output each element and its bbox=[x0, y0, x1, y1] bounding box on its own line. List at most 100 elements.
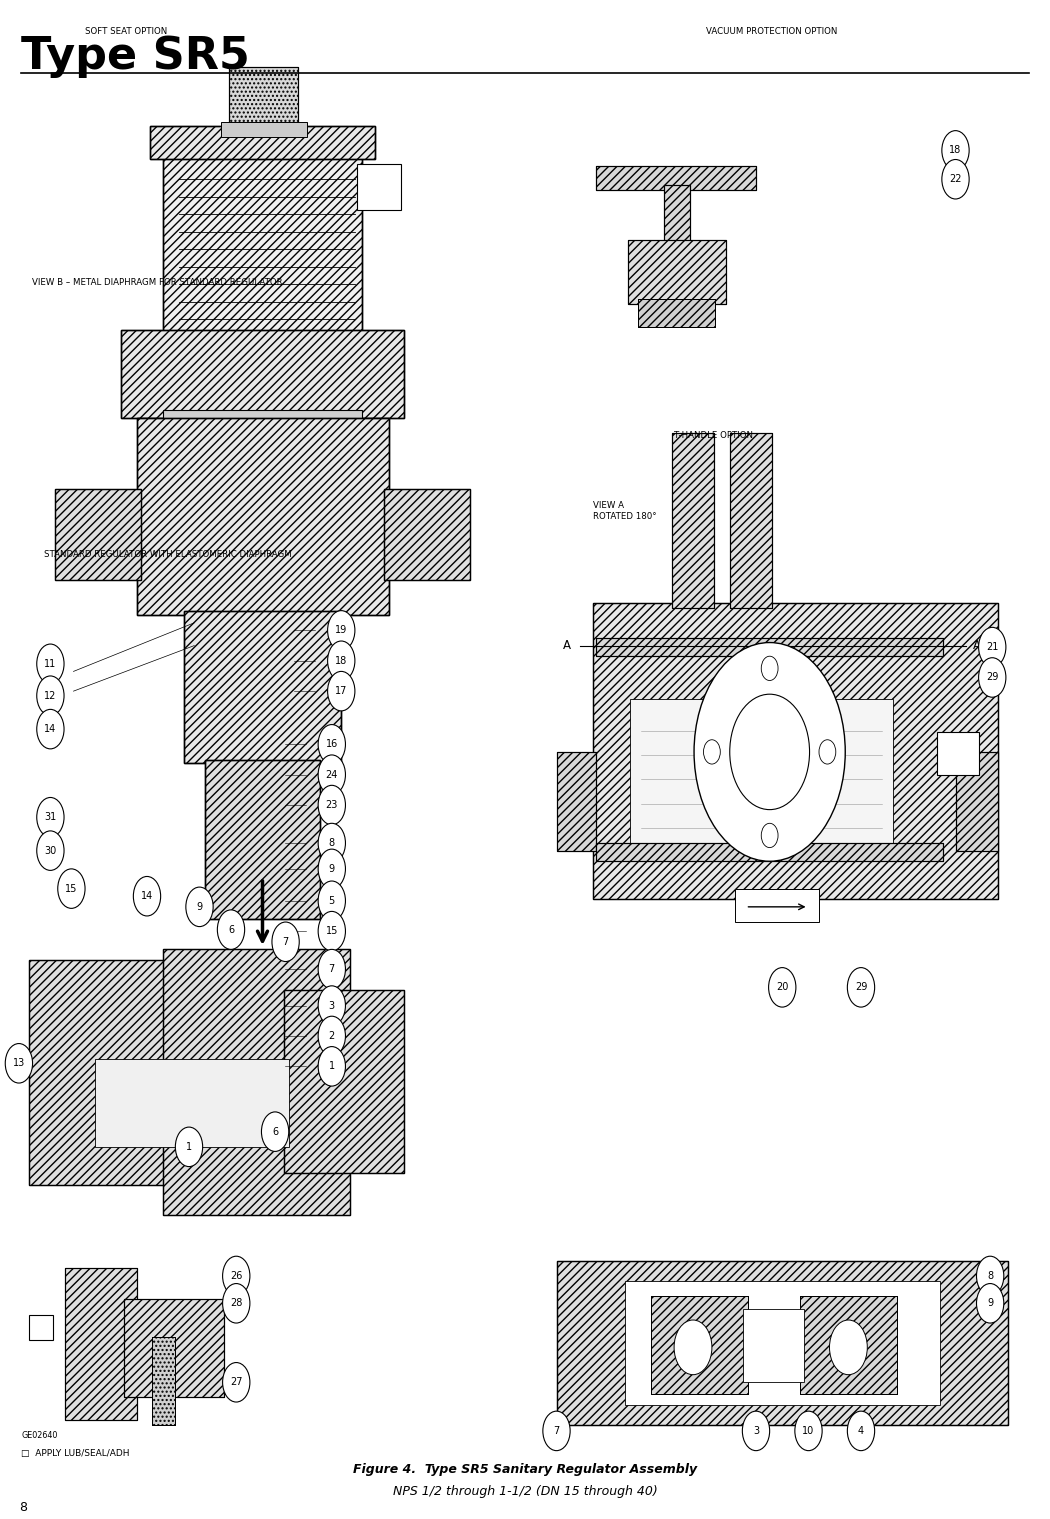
Circle shape bbox=[543, 1411, 570, 1451]
Bar bbox=[672, 433, 714, 608]
Bar bbox=[628, 240, 726, 304]
Bar bbox=[596, 843, 943, 861]
Circle shape bbox=[830, 1320, 867, 1375]
Circle shape bbox=[318, 949, 345, 989]
Text: 3: 3 bbox=[329, 1001, 335, 1010]
Bar bbox=[124, 1299, 224, 1397]
Text: 29: 29 bbox=[855, 983, 867, 992]
Bar bbox=[735, 889, 819, 922]
Circle shape bbox=[819, 740, 836, 764]
Bar bbox=[630, 699, 892, 843]
Bar bbox=[136, 418, 388, 615]
Text: 4: 4 bbox=[858, 1426, 864, 1435]
Bar bbox=[556, 1261, 1008, 1425]
Bar bbox=[150, 126, 375, 159]
Text: □  APPLY LUB/SEAL/ADH: □ APPLY LUB/SEAL/ADH bbox=[21, 1449, 129, 1458]
Bar bbox=[596, 166, 756, 190]
Circle shape bbox=[674, 1320, 712, 1375]
Circle shape bbox=[979, 627, 1006, 667]
Circle shape bbox=[694, 643, 845, 861]
Circle shape bbox=[761, 656, 778, 681]
Bar bbox=[357, 164, 401, 210]
Bar bbox=[628, 240, 726, 304]
Bar bbox=[205, 760, 320, 919]
Bar bbox=[220, 122, 307, 137]
Bar bbox=[55, 489, 141, 580]
Text: 18: 18 bbox=[335, 656, 348, 665]
Bar bbox=[937, 732, 979, 775]
Bar bbox=[730, 433, 772, 608]
Text: 31: 31 bbox=[44, 813, 57, 822]
Circle shape bbox=[318, 911, 345, 951]
Circle shape bbox=[37, 797, 64, 837]
Bar bbox=[55, 489, 141, 580]
Text: GE02640: GE02640 bbox=[21, 1431, 58, 1440]
Bar bbox=[124, 1299, 224, 1397]
Text: 14: 14 bbox=[44, 725, 57, 734]
Circle shape bbox=[318, 1047, 345, 1086]
Text: 5: 5 bbox=[329, 896, 335, 905]
Bar bbox=[596, 638, 943, 656]
Circle shape bbox=[318, 823, 345, 863]
Circle shape bbox=[272, 922, 299, 962]
Bar bbox=[121, 330, 404, 418]
Bar bbox=[121, 330, 404, 418]
Text: 8: 8 bbox=[19, 1501, 27, 1514]
Bar bbox=[800, 1296, 897, 1394]
Circle shape bbox=[223, 1256, 250, 1296]
Text: 9: 9 bbox=[987, 1299, 993, 1308]
Bar bbox=[672, 433, 714, 608]
Circle shape bbox=[979, 658, 1006, 697]
Bar bbox=[651, 1296, 748, 1394]
Text: 8: 8 bbox=[987, 1271, 993, 1281]
Circle shape bbox=[133, 876, 161, 916]
Text: A: A bbox=[563, 639, 571, 652]
Circle shape bbox=[5, 1044, 33, 1083]
Bar bbox=[152, 1337, 175, 1425]
Bar bbox=[743, 1309, 804, 1382]
Text: 10: 10 bbox=[802, 1426, 815, 1435]
Circle shape bbox=[704, 740, 720, 764]
Circle shape bbox=[318, 755, 345, 794]
Text: 12: 12 bbox=[44, 691, 57, 700]
Text: STANDARD REGULATOR WITH ELASTOMERIC DIAPHRAGM: STANDARD REGULATOR WITH ELASTOMERIC DIAP… bbox=[44, 550, 292, 559]
Circle shape bbox=[318, 881, 345, 921]
Text: A: A bbox=[972, 639, 981, 652]
Text: 7: 7 bbox=[282, 937, 289, 946]
Circle shape bbox=[318, 1016, 345, 1056]
Text: 1: 1 bbox=[186, 1142, 192, 1151]
Bar bbox=[284, 990, 404, 1173]
Text: VIEW B – METAL DIAPHRAGM FOR STANDARD REGULATOR: VIEW B – METAL DIAPHRAGM FOR STANDARD RE… bbox=[32, 278, 282, 287]
Text: 6: 6 bbox=[228, 925, 234, 934]
Bar bbox=[229, 67, 298, 131]
Bar bbox=[163, 949, 350, 1215]
Text: 1: 1 bbox=[329, 1062, 335, 1071]
Bar bbox=[956, 752, 997, 851]
Circle shape bbox=[328, 641, 355, 681]
Text: 24: 24 bbox=[326, 770, 338, 779]
Bar bbox=[163, 152, 362, 334]
Text: 26: 26 bbox=[230, 1271, 243, 1281]
Bar bbox=[596, 843, 943, 861]
Bar bbox=[163, 410, 362, 428]
Bar bbox=[664, 185, 690, 243]
Bar bbox=[94, 1059, 289, 1147]
Text: VACUUM PROTECTION OPTION: VACUUM PROTECTION OPTION bbox=[706, 27, 838, 36]
Bar bbox=[205, 760, 320, 919]
Bar bbox=[800, 1296, 897, 1394]
Circle shape bbox=[795, 1411, 822, 1451]
Text: 28: 28 bbox=[230, 1299, 243, 1308]
Bar bbox=[65, 1268, 136, 1420]
Circle shape bbox=[37, 676, 64, 715]
Circle shape bbox=[318, 785, 345, 825]
Text: 17: 17 bbox=[335, 687, 348, 696]
Text: 13: 13 bbox=[13, 1059, 25, 1068]
Circle shape bbox=[976, 1284, 1004, 1323]
Circle shape bbox=[37, 709, 64, 749]
Circle shape bbox=[175, 1127, 203, 1167]
Bar bbox=[152, 1337, 175, 1425]
Bar bbox=[29, 1315, 52, 1340]
Circle shape bbox=[223, 1363, 250, 1402]
Circle shape bbox=[37, 644, 64, 684]
Circle shape bbox=[318, 725, 345, 764]
